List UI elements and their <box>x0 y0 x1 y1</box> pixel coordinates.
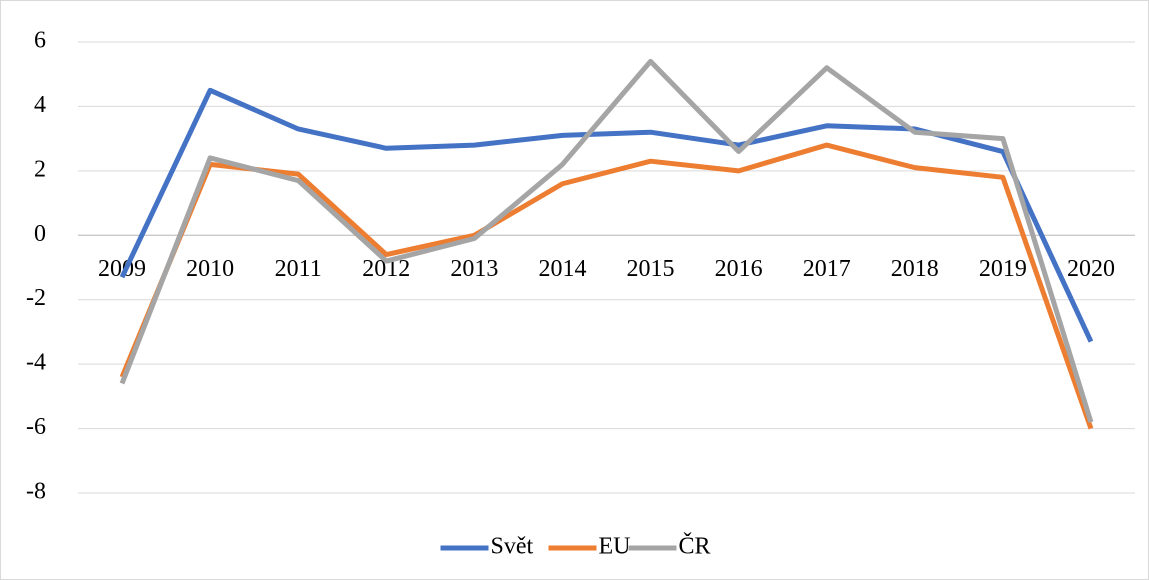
y-tick-label: 2 <box>34 156 46 182</box>
x-tick-label: 2014 <box>538 256 586 282</box>
x-tick-label: 2015 <box>627 256 675 282</box>
series-line <box>119 58 1094 423</box>
x-tick-label: 2018 <box>891 256 939 282</box>
y-tick-label: -8 <box>26 479 46 505</box>
y-tick-label: -4 <box>26 350 46 376</box>
legend-label: ČR <box>679 533 711 560</box>
legend-label: EU <box>599 534 631 560</box>
y-tick-label: 0 <box>34 221 46 247</box>
x-tick-label: 2016 <box>715 256 763 282</box>
x-tick-label: 2020 <box>1067 256 1115 282</box>
x-tick-label: 2017 <box>803 256 851 282</box>
x-tick-label: 2011 <box>275 256 322 282</box>
legend-label: Svět <box>491 534 534 560</box>
x-tick-label: 2009 <box>98 256 146 282</box>
x-tick-label: 2013 <box>450 256 498 282</box>
y-tick-label: 4 <box>34 92 46 118</box>
x-tick-label: 2010 <box>186 256 234 282</box>
x-tick-label: 2019 <box>979 256 1027 282</box>
y-tick-label: 6 <box>34 28 46 54</box>
series-line <box>119 142 1094 430</box>
y-tick-label: -2 <box>26 285 46 311</box>
y-tick-label: -6 <box>26 414 46 440</box>
